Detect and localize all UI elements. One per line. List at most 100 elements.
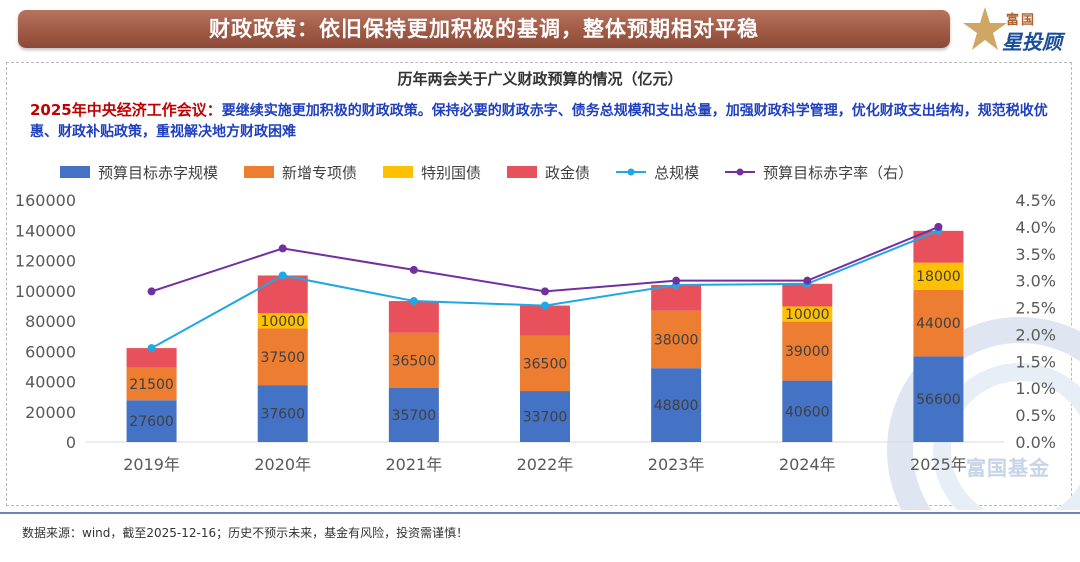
bar-segment-deficit — [520, 391, 570, 442]
y-right-tick-label: 2.0% — [1015, 325, 1056, 344]
legend-line-total-icon — [616, 168, 647, 176]
y-right-tick-label: 0.5% — [1015, 406, 1056, 425]
series-point-rate_line — [541, 287, 549, 296]
bar-segment-deficit — [257, 385, 308, 442]
legend-swatch-policy-bonds — [507, 166, 538, 178]
bar-data-label: 10000 — [260, 314, 305, 330]
bar-data-label: 56600 — [916, 392, 961, 408]
star-icon — [963, 7, 1007, 50]
series-point-total_line — [147, 344, 156, 353]
legend-label-total: 总规模 — [654, 163, 700, 182]
legend-item-rate: 预算目标赤字率（右） — [725, 162, 913, 183]
series-point-rate_line — [409, 265, 418, 274]
y-right-tick-label: 3.0% — [1015, 272, 1056, 291]
y-left-tick-label: 80000 — [25, 312, 76, 331]
bar-segment-policy_bonds — [388, 301, 439, 333]
bar-segment-special_bonds — [782, 321, 833, 381]
y-left-tick-label: 0 — [66, 433, 76, 452]
x-tick-label: 2020年 — [254, 455, 311, 474]
series-point-rate_line — [672, 276, 681, 285]
series-point-rate_line — [147, 287, 156, 296]
bar-segment-policy_bonds — [126, 348, 177, 368]
series-point-total_line — [409, 297, 418, 306]
policy-note: 2025年中央经济工作会议：要继续实施更加积极的财政政策。保持必要的财政赤字、债… — [30, 100, 1060, 143]
watermark-logo-icon — [887, 317, 1080, 510]
legend-item-deficit: 预算目标赤字规模 — [60, 162, 218, 183]
note-body: 要继续实施更加积极的财政政策。保持必要的财政赤字、债务总规模和支出总量，加强财政… — [30, 103, 1048, 140]
bar-segment-deficit — [782, 380, 833, 442]
bar-data-label: 37600 — [260, 407, 305, 423]
bar-data-label: 10000 — [785, 307, 830, 323]
bar-data-label: 37500 — [260, 350, 305, 366]
legend-swatch-treasury — [383, 166, 414, 178]
bar-data-label: 21500 — [129, 377, 174, 393]
page-title-banner: 财政政策：依旧保持更加积极的基调，整体预期相对平稳 — [18, 10, 950, 48]
bar-segment-treasury — [913, 262, 964, 290]
bar-segment-special_bonds — [126, 367, 177, 401]
y-left-tick-label: 60000 — [25, 342, 76, 361]
bar-data-label: 39000 — [785, 344, 830, 360]
bar-segment-special_bonds — [257, 328, 308, 386]
logo-main-text: 星投顾 — [1002, 30, 1062, 54]
y-right-tick-label: 1.5% — [1015, 352, 1056, 371]
data-source-note: 数据来源：wind，截至2025-12-16；历史不预示未来，基金有风险，投资需… — [22, 526, 469, 540]
bar-data-label: 44000 — [916, 316, 961, 332]
bar-data-label: 40600 — [785, 404, 830, 420]
bar-segment-policy_bonds — [782, 283, 833, 307]
legend-item-treasury: 特别国债 — [383, 162, 481, 183]
bar-segment-deficit — [388, 388, 439, 442]
legend-label-policy-bonds: 政金债 — [545, 163, 591, 182]
bar-segment-policy_bonds — [913, 230, 964, 263]
bar-segment-treasury — [782, 306, 833, 322]
series-point-rate_line — [278, 244, 287, 253]
legend-item-total: 总规模 — [616, 162, 699, 183]
y-left-tick-label: 100000 — [15, 282, 76, 301]
y-right-tick-label: 3.5% — [1015, 245, 1056, 264]
x-tick-label: 2024年 — [779, 455, 836, 474]
bar-data-label: 38000 — [654, 332, 699, 348]
series-point-total_line — [278, 271, 287, 280]
y-left-tick-label: 140000 — [15, 221, 76, 240]
x-tick-label: 2021年 — [385, 455, 442, 474]
bar-segment-special_bonds — [651, 310, 702, 369]
y-left-tick-label: 20000 — [25, 403, 76, 422]
bar-segment-special_bonds — [388, 332, 439, 389]
series-point-rate_line — [934, 222, 943, 231]
x-tick-label: 2022年 — [517, 455, 574, 474]
bar-segment-treasury — [257, 313, 308, 329]
bar-data-label: 18000 — [916, 269, 961, 285]
bar-segment-special_bonds — [520, 335, 570, 392]
bar-data-label: 48800 — [654, 398, 699, 414]
bar-segment-deficit — [913, 356, 964, 442]
legend-swatch-deficit — [60, 166, 90, 178]
y-left-tick-label: 40000 — [25, 373, 76, 392]
bar-data-label: 35700 — [392, 408, 437, 424]
legend-label-special-bonds: 新增专项债 — [282, 163, 358, 182]
bar-segment-policy_bonds — [520, 305, 570, 336]
footer-bar — [0, 512, 1080, 562]
bar-segment-deficit — [651, 368, 702, 442]
bar-data-label: 27600 — [129, 414, 174, 430]
y-left-tick-label: 120000 — [15, 252, 76, 271]
legend-line-rate-icon — [725, 168, 756, 176]
note-heading: 2025年中央经济工作会议： — [30, 101, 222, 119]
bar-segment-deficit — [126, 400, 177, 442]
legend-label-rate: 预算目标赤字率（右） — [763, 163, 914, 182]
logo-top-text: 富国 — [1006, 13, 1037, 28]
brand-logo: 富国 星投顾 — [962, 4, 1072, 54]
series-point-rate_line — [803, 276, 812, 285]
y-right-tick-label: 2.5% — [1015, 299, 1056, 318]
chart-title: 历年两会关于广义财政预算的情况（亿元） — [397, 70, 683, 88]
watermark-text: 富国基金 — [966, 456, 1050, 480]
bar-data-label: 36500 — [392, 353, 437, 369]
y-left-tick-label: 160000 — [15, 191, 76, 210]
y-right-tick-label: 0.0% — [1015, 433, 1056, 452]
x-tick-label: 2025年 — [910, 455, 967, 474]
legend-item-policy-bonds: 政金债 — [507, 162, 590, 183]
bar-segment-policy_bonds — [651, 285, 702, 311]
page-title: 财政政策：依旧保持更加积极的基调，整体预期相对平稳 — [209, 17, 759, 41]
y-right-tick-label: 4.5% — [1015, 191, 1056, 210]
x-tick-label: 2019年 — [123, 455, 180, 474]
series-point-total_line — [541, 301, 549, 310]
